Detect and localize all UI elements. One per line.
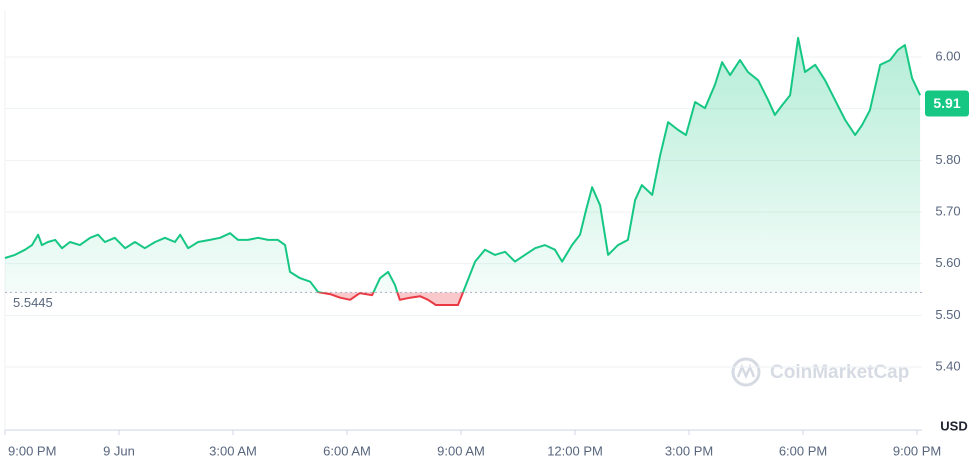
x-tick-label: 9 Jun [103, 443, 135, 458]
x-tick-label: 6:00 PM [779, 443, 827, 458]
x-tick-label: 9:00 AM [437, 443, 485, 458]
y-tick-label: 5.80 [935, 152, 960, 167]
x-tick-label: 6:00 AM [323, 443, 371, 458]
current-price-tag [925, 90, 969, 117]
reference-label: 5.5445 [13, 295, 53, 310]
y-tick-label: 5.60 [935, 255, 960, 270]
x-tick-label: 3:00 PM [665, 443, 713, 458]
x-tick-label: 3:00 AM [209, 443, 257, 458]
y-tick-label: 5.50 [935, 307, 960, 322]
current-price-label: 5.91 [933, 95, 960, 111]
price-line-up [4, 36, 922, 293]
x-tick-label: 9:00 PM [8, 443, 56, 458]
y-tick-label: 5.40 [935, 358, 960, 373]
y-tick-label: 6.00 [935, 48, 960, 63]
area-up [5, 37, 921, 293]
y-tick-label: 5.70 [935, 203, 960, 218]
watermark: CoinMarketCap [731, 357, 909, 387]
x-tick-label: 12:00 PM [547, 443, 603, 458]
y-axis-label: USD [940, 418, 967, 433]
reference-label-bg [8, 294, 60, 312]
watermark-text: CoinMarketCap [770, 362, 909, 383]
x-tick-label: 9:00 PM [893, 443, 941, 458]
